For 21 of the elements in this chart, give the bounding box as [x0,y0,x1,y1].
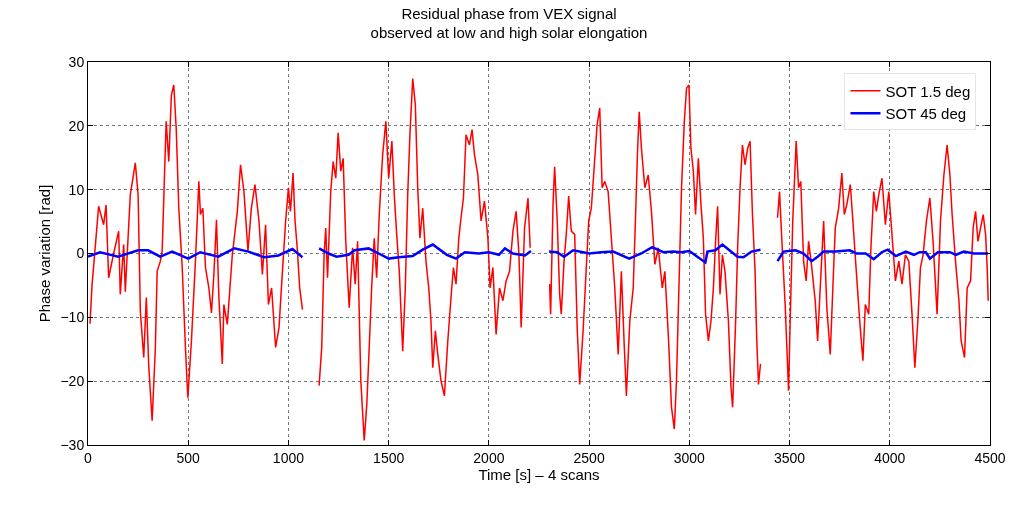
chart-title: Residual phase from VEX signal observed at low and high solar elongation [370,4,648,42]
x-tick-label: 4000 [874,449,906,466]
x-tick-label: 1000 [272,449,305,466]
x-tick-label: 500 [176,449,201,466]
x-tick-label: 1500 [373,449,405,466]
y-axis-title: Phase variation [rad] [35,184,53,323]
y-tick-label: −20 [60,373,85,390]
x-axis-title: Time [s] – 4 scans [478,465,600,483]
y-tick-label: −10 [60,309,85,326]
y-tick-label: 0 [76,245,85,262]
y-tick-label: −30 [60,436,85,453]
legend-label: SOT 45 deg [885,105,967,123]
y-tick-label: 30 [68,53,85,70]
x-tick-label: 2500 [573,449,605,466]
x-tick-label: 2000 [473,449,505,466]
legend-label: SOT 1.5 deg [885,82,971,100]
x-tick-label: 3500 [773,449,806,466]
y-tick-label: 20 [68,117,85,134]
y-tick-label: 10 [68,181,85,198]
x-tick-label: 3000 [673,449,706,466]
x-tick-label: 4500 [974,449,1006,466]
